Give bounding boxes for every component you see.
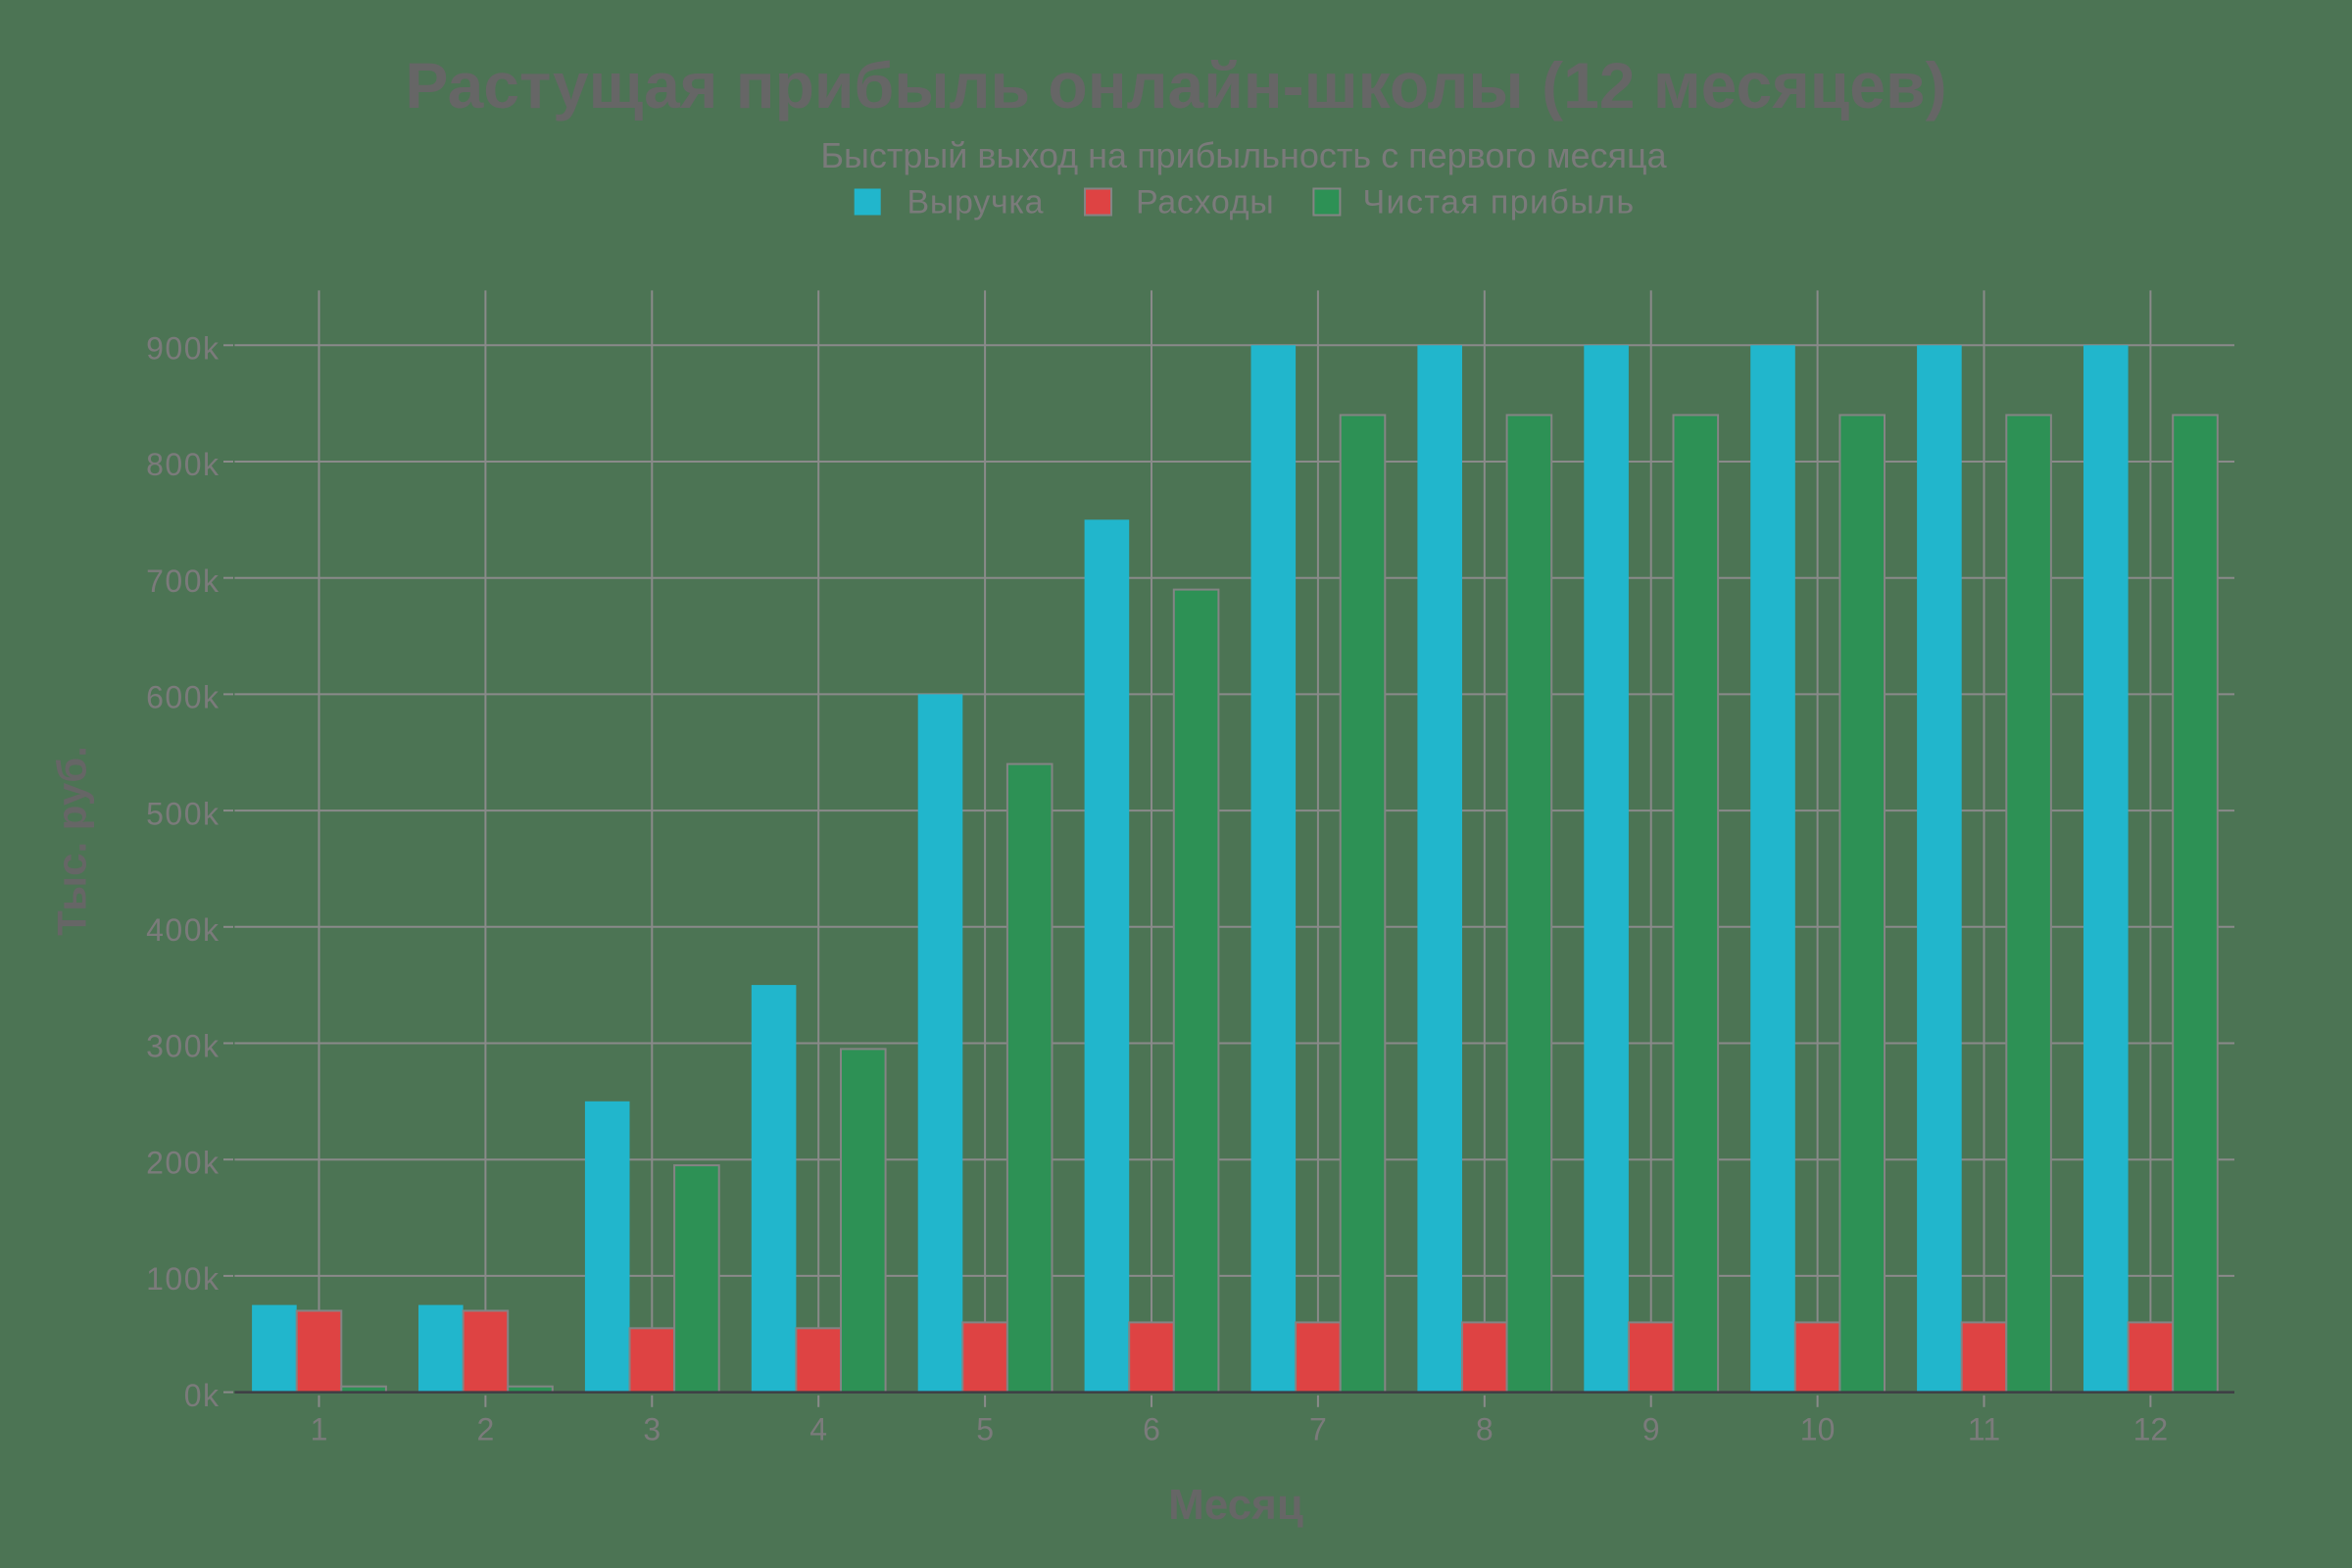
svg-text:600k: 600k bbox=[146, 680, 220, 715]
svg-text:4: 4 bbox=[809, 1412, 827, 1447]
svg-text:Выручка: Выручка bbox=[907, 183, 1045, 220]
svg-text:10: 10 bbox=[1800, 1412, 1836, 1447]
svg-text:200k: 200k bbox=[146, 1145, 220, 1180]
svg-text:500k: 500k bbox=[146, 796, 220, 831]
svg-text:300k: 300k bbox=[146, 1029, 220, 1064]
svg-text:11: 11 bbox=[1968, 1412, 2000, 1447]
svg-text:Месяц: Месяц bbox=[1168, 1481, 1303, 1529]
svg-text:9: 9 bbox=[1642, 1412, 1660, 1447]
svg-text:8: 8 bbox=[1476, 1412, 1494, 1447]
svg-text:800k: 800k bbox=[146, 447, 220, 482]
svg-text:Быстрый выход на прибыльность: Быстрый выход на прибыльность с первого … bbox=[820, 135, 1667, 175]
svg-text:6: 6 bbox=[1143, 1412, 1160, 1447]
svg-text:Тыс. руб.: Тыс. руб. bbox=[48, 746, 94, 936]
svg-text:0k: 0k bbox=[184, 1378, 220, 1413]
svg-text:100k: 100k bbox=[146, 1261, 220, 1297]
svg-text:Расходы: Расходы bbox=[1136, 183, 1274, 220]
svg-text:7: 7 bbox=[1309, 1412, 1327, 1447]
svg-text:700k: 700k bbox=[146, 564, 220, 599]
svg-text:Чистая прибыль: Чистая прибыль bbox=[1363, 183, 1636, 220]
svg-text:Растущая прибыль онлайн-школы: Растущая прибыль онлайн-школы (12 месяце… bbox=[405, 49, 1946, 122]
svg-text:1: 1 bbox=[311, 1412, 328, 1447]
svg-text:3: 3 bbox=[643, 1412, 661, 1447]
svg-text:5: 5 bbox=[976, 1412, 994, 1447]
svg-text:2: 2 bbox=[477, 1412, 495, 1447]
svg-text:400k: 400k bbox=[146, 912, 220, 948]
svg-text:12: 12 bbox=[2133, 1412, 2169, 1447]
svg-text:900k: 900k bbox=[146, 331, 220, 367]
